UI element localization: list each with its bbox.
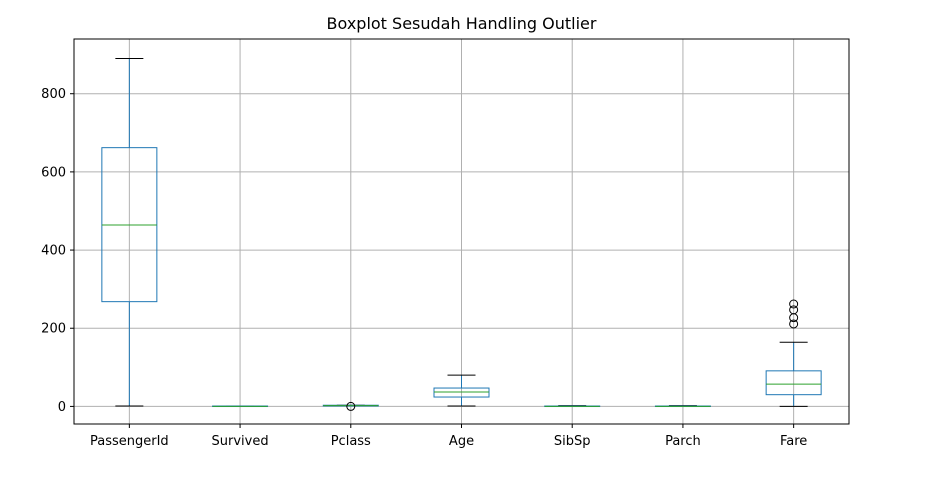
y-tick-label: 800 bbox=[41, 87, 66, 102]
box-age bbox=[433, 374, 490, 407]
outlier-point bbox=[789, 305, 799, 315]
box-parch bbox=[654, 405, 711, 408]
y-tick-label: 200 bbox=[41, 322, 66, 337]
outlier-point bbox=[346, 401, 356, 411]
x-tick-label: SibSp bbox=[554, 434, 591, 449]
box-fare bbox=[765, 299, 822, 407]
box-plots bbox=[101, 58, 822, 411]
x-tick-label: PassengerId bbox=[90, 434, 169, 449]
iqr-box bbox=[765, 370, 822, 396]
box-passengerid bbox=[101, 58, 158, 407]
y-tick-label: 0 bbox=[58, 400, 66, 415]
chart-title: Boxplot Sesudah Handling Outlier bbox=[326, 14, 597, 33]
box-pclass bbox=[322, 401, 379, 411]
x-tick-label: Pclass bbox=[331, 434, 371, 449]
x-tick-label: Survived bbox=[212, 434, 269, 449]
x-tick-label: Age bbox=[449, 434, 474, 449]
box-sibsp bbox=[544, 405, 601, 408]
x-tick-label: Fare bbox=[780, 434, 807, 449]
axis-ticks: PassengerId Survived Pclass Age SibSp Parch Fa… bbox=[41, 87, 807, 449]
grid-lines bbox=[74, 39, 849, 424]
box-survived bbox=[212, 405, 269, 408]
y-tick-label: 600 bbox=[41, 165, 66, 180]
outlier-point bbox=[789, 299, 799, 309]
x-tick-label: Parch bbox=[665, 434, 701, 449]
y-tick-label: 400 bbox=[41, 244, 66, 259]
iqr-box bbox=[433, 387, 490, 398]
outlier-point bbox=[789, 319, 799, 329]
plot-area-frame bbox=[73, 38, 850, 425]
